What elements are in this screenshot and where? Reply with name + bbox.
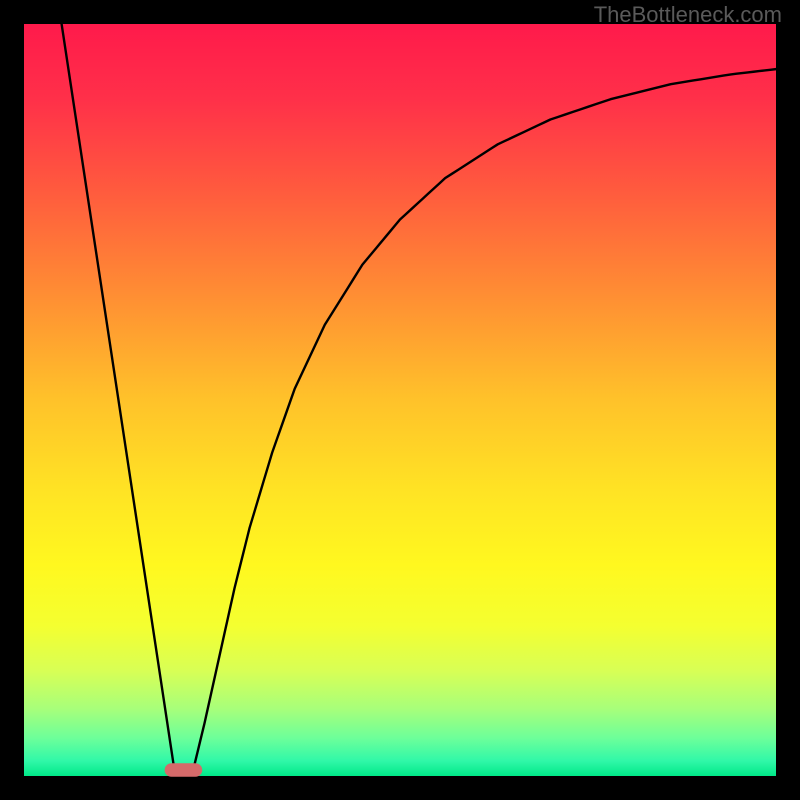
attribution-text: TheBottleneck.com	[594, 2, 782, 28]
bottleneck-chart	[0, 0, 800, 800]
chart-container: { "meta": { "attribution_text": "TheBott…	[0, 0, 800, 800]
minimum-marker	[165, 763, 203, 777]
gradient-background	[24, 24, 776, 776]
